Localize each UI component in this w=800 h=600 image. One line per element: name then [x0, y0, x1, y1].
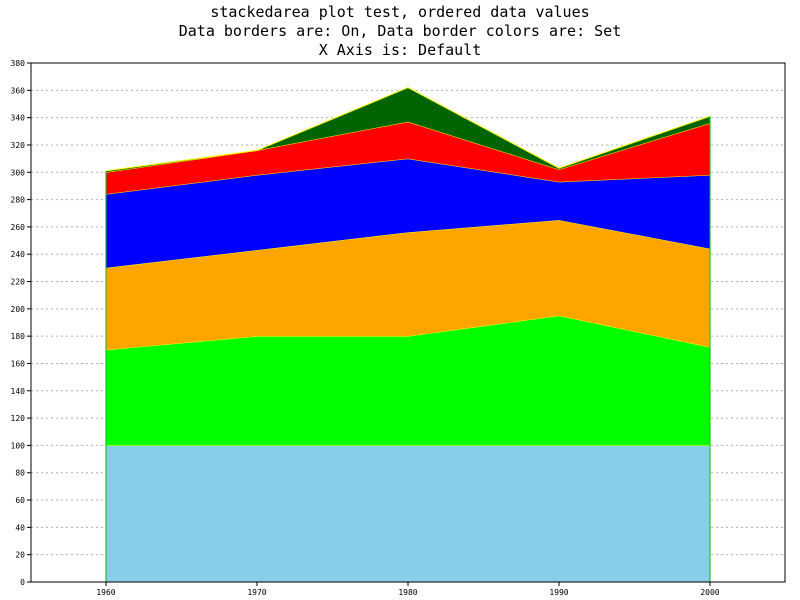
y-tick-label: 360 [11, 86, 26, 95]
y-tick-label: 100 [11, 441, 26, 450]
y-tick-label: 0 [20, 578, 25, 587]
y-tick-label: 120 [11, 414, 26, 423]
y-tick-label: 240 [11, 250, 26, 259]
y-tick-label: 320 [11, 141, 26, 150]
y-tick-label: 340 [11, 114, 26, 123]
y-tick-label: 80 [15, 469, 25, 478]
area-series-1 [106, 445, 710, 582]
area-series-3 [106, 220, 710, 350]
y-tick-label: 160 [11, 359, 26, 368]
x-tick-label: 1960 [96, 588, 115, 597]
y-tick-label: 200 [11, 305, 26, 314]
area-series-2 [106, 315, 710, 446]
y-tick-label: 260 [11, 223, 26, 232]
x-tick-label: 1970 [247, 588, 266, 597]
x-tick-label: 1990 [549, 588, 568, 597]
y-tick-label: 140 [11, 387, 26, 396]
area-series-6 [106, 87, 710, 173]
y-axis-ticks: 0 20 40 60 80 100 120 140 160 180 200 220 240 260 280 3… [11, 59, 31, 587]
area-series-4 [106, 158, 710, 268]
y-tick-label: 280 [11, 196, 26, 205]
y-tick-label: 180 [11, 332, 26, 341]
chart-subtitle-borders: Data borders are: On, Data border colors… [178, 22, 622, 40]
y-tick-label: 40 [15, 523, 25, 532]
y-tick-label: 220 [11, 278, 26, 287]
chart-titles: stackedarea plot test, ordered data valu… [0, 3, 800, 60]
x-axis-ticks: 1960 1970 1980 1990 2000 [96, 582, 720, 597]
x-tick-label: 2000 [700, 588, 719, 597]
x-tick-label: 1980 [398, 588, 417, 597]
chart-subtitle-xaxis: X Axis is: Default [318, 41, 482, 59]
area-series [105, 87, 711, 582]
y-tick-label: 300 [11, 168, 26, 177]
y-tick-label: 20 [15, 551, 25, 560]
chart-title: stackedarea plot test, ordered data valu… [210, 3, 590, 21]
y-tick-label: 380 [11, 59, 26, 68]
y-tick-label: 60 [15, 496, 25, 505]
area-series-5 [106, 121, 710, 195]
area-border-6 [105, 87, 711, 172]
